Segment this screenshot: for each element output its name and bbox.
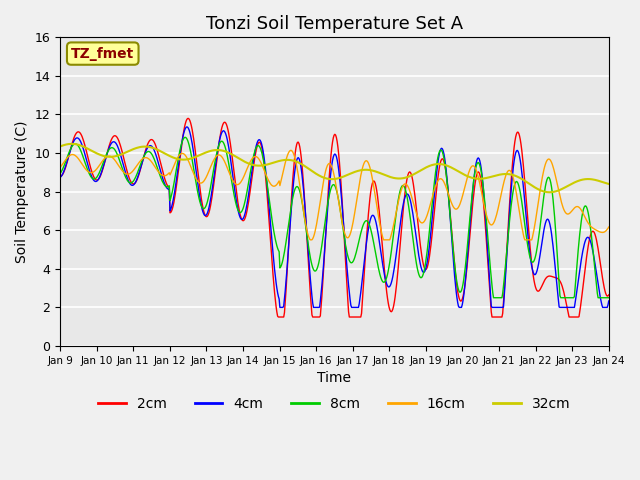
X-axis label: Time: Time (317, 371, 351, 385)
Y-axis label: Soil Temperature (C): Soil Temperature (C) (15, 120, 29, 263)
Legend: 2cm, 4cm, 8cm, 16cm, 32cm: 2cm, 4cm, 8cm, 16cm, 32cm (93, 391, 577, 416)
Title: Tonzi Soil Temperature Set A: Tonzi Soil Temperature Set A (206, 15, 463, 33)
Text: TZ_fmet: TZ_fmet (71, 47, 134, 60)
